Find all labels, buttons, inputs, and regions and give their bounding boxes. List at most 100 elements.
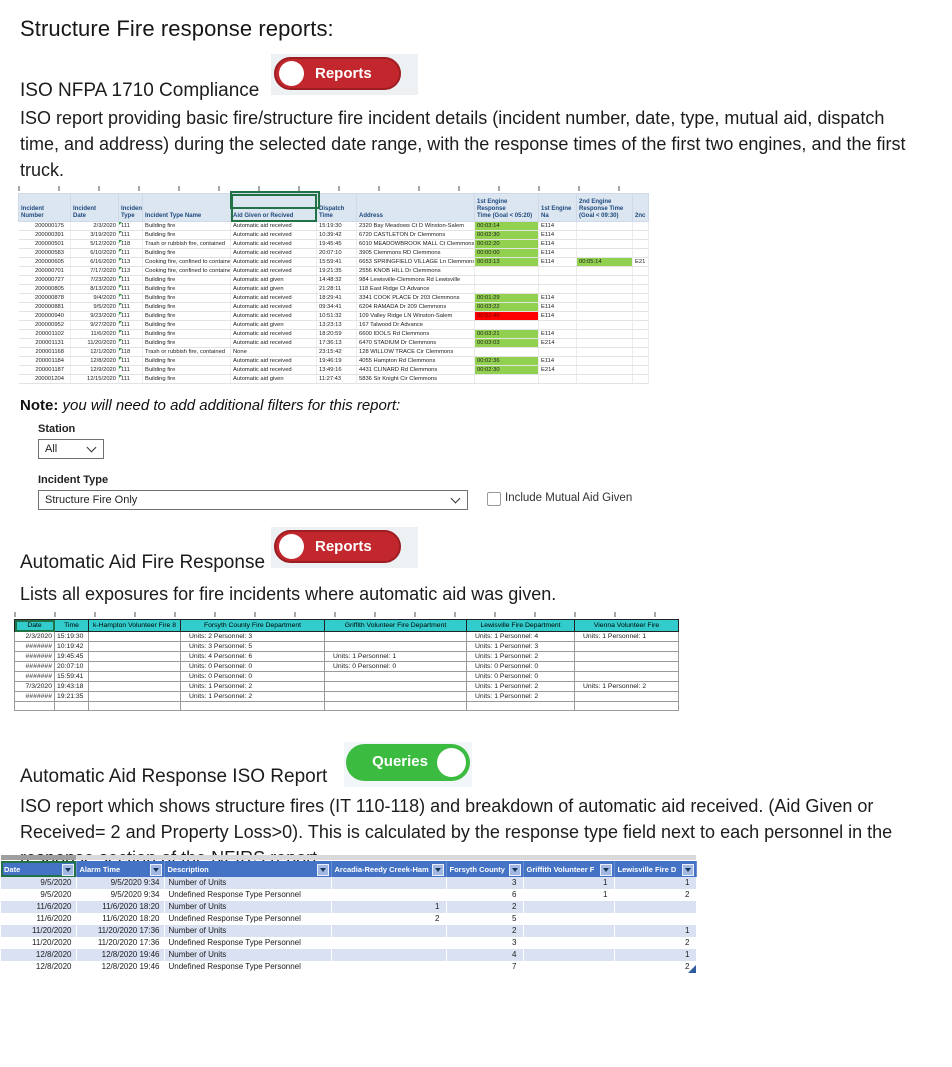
column-header[interactable]: Time [54,619,89,632]
cell[interactable]: 109 Valley Ridge LN Winston-Salem [356,311,475,321]
filter-icon[interactable] [599,864,612,876]
cell[interactable]: Automatic aid received [230,266,317,276]
cell[interactable] [180,701,325,711]
filter-icon[interactable] [431,864,444,876]
cell[interactable] [474,284,539,294]
cell[interactable]: 111 [118,248,143,258]
cell[interactable] [632,221,649,231]
column-header[interactable]: Forsyth County Fire Department [180,619,325,632]
cell[interactable]: 12/8/2020 19:46 [76,949,165,961]
cell[interactable]: Automatic aid received [230,302,317,312]
cell[interactable] [614,913,697,925]
reports-toggle-aafr[interactable]: Reports [271,527,418,568]
cell[interactable] [538,284,577,294]
cell[interactable] [324,671,467,682]
cell[interactable]: E114 [538,221,577,231]
cell[interactable]: 200001102 [18,329,71,339]
cell[interactable]: Cooking fire, confined to container [142,266,231,276]
column-header[interactable]: Incident Type [118,193,143,222]
cell[interactable] [523,961,615,973]
cell[interactable]: ####### [14,651,55,662]
cell[interactable]: 12/9/2020 [70,365,119,375]
cell[interactable] [331,961,447,973]
cell[interactable]: Automatic aid given [230,275,317,285]
cell[interactable] [523,937,615,949]
cell[interactable]: 5 [446,913,524,925]
cell[interactable]: Number of Units [164,877,332,889]
cell[interactable]: Units: 1 Personnel: 1 [574,631,679,642]
cell[interactable]: 111 [118,302,143,312]
column-header[interactable]: Incident Date [70,193,119,222]
cell[interactable]: 9/5/2020 [70,302,119,312]
cell[interactable] [538,347,577,357]
cell[interactable]: Automatic aid given [230,284,317,294]
cell[interactable]: 00:01:29 [474,293,539,303]
cell[interactable] [466,701,575,711]
cell[interactable]: 113 [118,257,143,267]
cell[interactable]: Automatic aid received [230,230,317,240]
cell[interactable] [576,356,633,366]
cell[interactable]: 111 [118,221,143,231]
cell[interactable]: 3905 Clemmons RD Clemmons [356,248,475,258]
cell[interactable]: E114 [538,257,577,267]
cell[interactable]: 6/16/2020 [70,257,119,267]
cell[interactable]: 2 [614,937,697,949]
cell[interactable] [88,671,181,682]
cell[interactable]: 17:36:13 [316,338,357,348]
cell[interactable]: 113 [118,266,143,276]
cell[interactable]: Number of Units [164,925,332,937]
cell[interactable]: 200001204 [18,374,71,384]
cell[interactable]: Units: 1 Personnel: 2 [466,651,575,662]
cell[interactable]: Automatic aid given [230,374,317,384]
cell[interactable]: 19:21:35 [316,266,357,276]
cell[interactable]: Units: 4 Personnel: 6 [180,651,325,662]
cell[interactable]: E214 [538,338,577,348]
cell[interactable]: Undefined Response Type Personnel [164,937,332,949]
cell[interactable] [576,374,633,384]
cell[interactable] [632,338,649,348]
cell[interactable]: 2 [446,925,524,937]
cell[interactable]: 19:43:18 [54,681,89,692]
cell[interactable]: ####### [14,661,55,672]
cell[interactable] [88,661,181,672]
cell[interactable] [576,338,633,348]
cell[interactable]: 200000952 [18,320,71,330]
cell[interactable] [632,302,649,312]
cell[interactable]: 1 [523,889,615,901]
column-header[interactable]: Forsyth County [446,861,524,877]
cell[interactable]: 200000805 [18,284,71,294]
column-header[interactable]: Incident Number [18,193,71,222]
cell[interactable]: 200000583 [18,248,71,258]
cell[interactable] [574,651,679,662]
cell[interactable]: 19:21:35 [54,691,89,702]
cell[interactable]: 9/4/2020 [70,293,119,303]
cell[interactable]: Trash or rubbish fire, contained [142,347,231,357]
column-header[interactable]: Dispatch Time [316,193,357,222]
cell[interactable]: ####### [14,691,55,702]
cell[interactable] [538,320,577,330]
cell[interactable] [576,230,633,240]
cell[interactable]: Units: 1 Personnel: 2 [466,681,575,692]
cell[interactable] [538,275,577,285]
cell[interactable] [632,275,649,285]
cell[interactable]: 9/5/2020 [1,889,77,901]
cell[interactable] [632,293,649,303]
cell[interactable]: 111 [118,293,143,303]
queries-toggle[interactable]: Queries [344,742,472,787]
column-header[interactable]: 2nd Engine Response Time (Goal < 09:30) [576,193,633,222]
cell[interactable] [576,320,633,330]
column-header[interactable]: 2nc [632,193,649,222]
cell[interactable]: 09:34:41 [316,302,357,312]
cell[interactable]: 7/17/2020 [70,266,119,276]
filter-icon[interactable] [316,864,329,876]
column-header[interactable]: Griffith Volunteer F [523,861,615,877]
column-header[interactable]: Date [1,861,77,877]
cell[interactable]: 11/6/2020 [1,913,77,925]
cell[interactable]: 111 [118,284,143,294]
cell[interactable]: 00:52:46 [474,311,539,321]
cell[interactable] [576,293,633,303]
cell[interactable] [88,681,181,692]
cell[interactable]: 10:39:42 [316,230,357,240]
cell[interactable]: 128 WILLOW TRACE Cir Clemmons [356,347,475,357]
cell[interactable]: 9/5/2020 [1,877,77,889]
